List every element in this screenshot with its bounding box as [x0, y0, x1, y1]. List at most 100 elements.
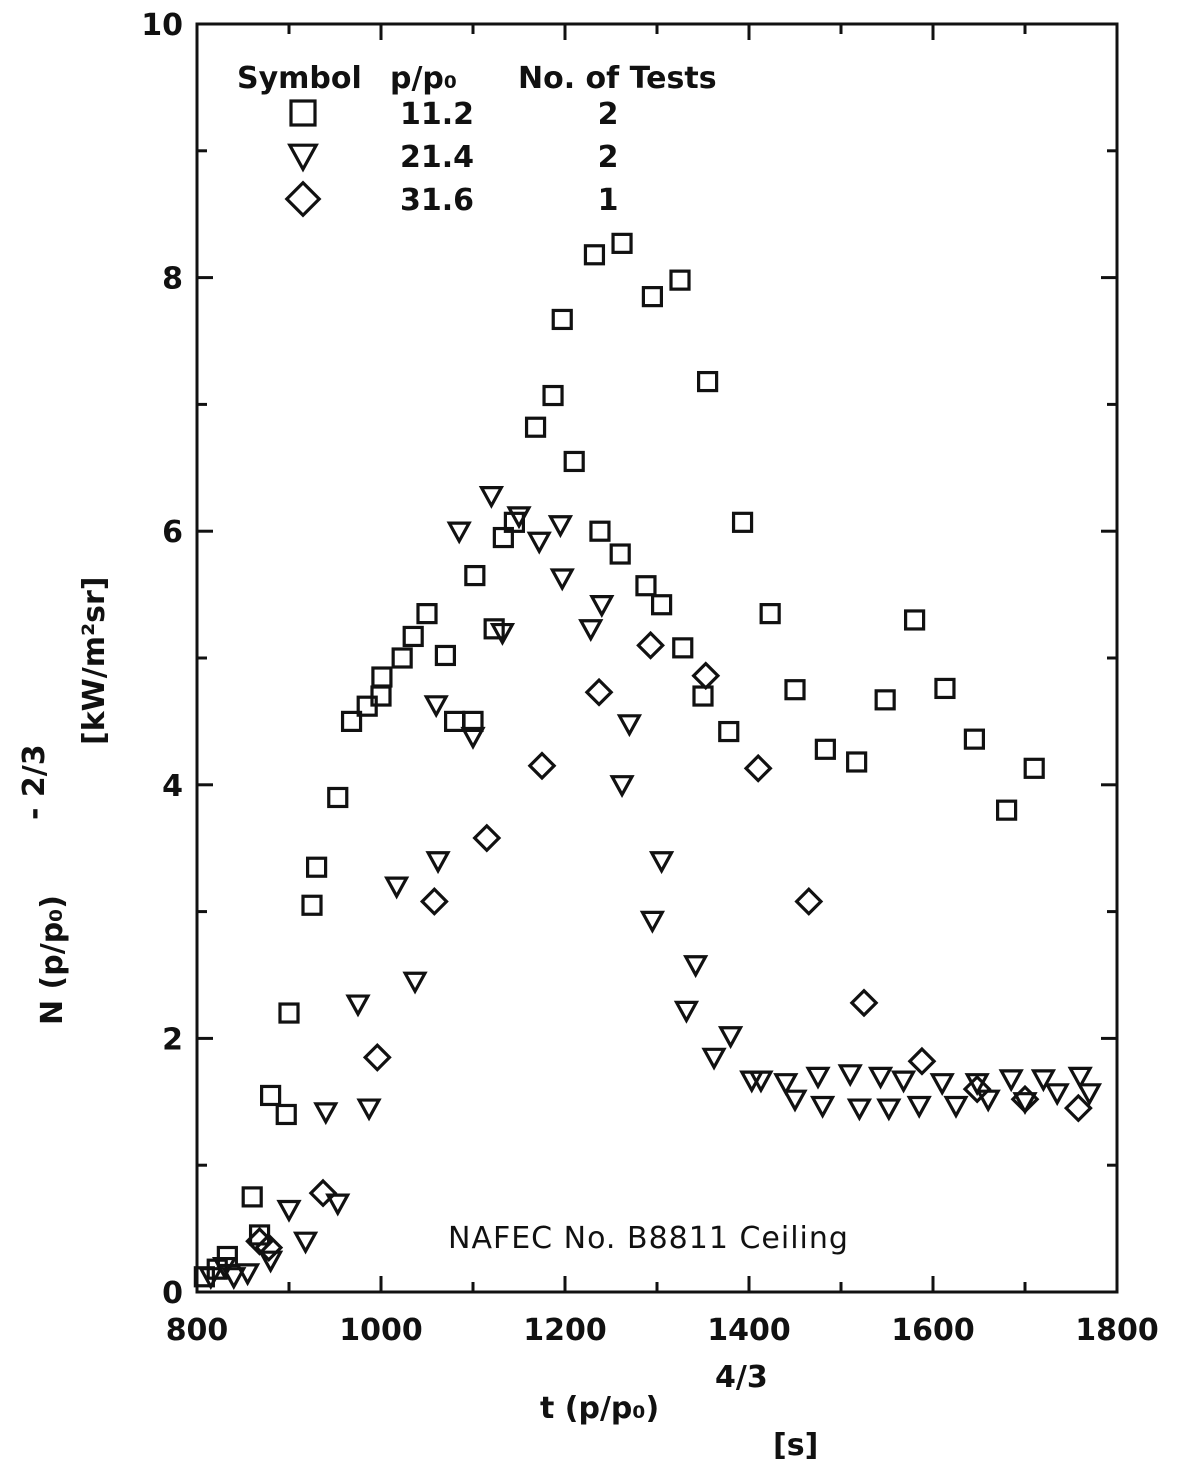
data-point-square — [718, 720, 740, 743]
data-point-square — [464, 564, 486, 587]
x-tick-label: 1400 — [707, 1313, 791, 1348]
data-point-triangle-down — [639, 910, 666, 934]
data-point-square — [846, 751, 868, 773]
data-point-triangle-down — [998, 1069, 1024, 1093]
data-point-triangle-down — [906, 1095, 932, 1119]
data-point-square — [641, 286, 664, 308]
x-tick-label: 800 — [166, 1313, 229, 1348]
data-point-triangle-down — [460, 726, 486, 750]
x-tick-label: 1000 — [339, 1313, 423, 1348]
data-point-triangle-down — [683, 955, 709, 979]
data-point-square — [492, 526, 514, 549]
data-point-triangle-down — [425, 851, 451, 875]
x-tick-label: 1200 — [523, 1313, 607, 1348]
data-point-triangle-down — [257, 1250, 284, 1274]
legend-marker-diamond — [284, 180, 322, 218]
data-point-diamond — [527, 751, 557, 781]
x-axis-label: t (p/p₀) — [540, 1391, 659, 1426]
data-point-diamond — [362, 1043, 392, 1072]
data-point-triangle-down — [773, 1073, 799, 1097]
data-point-triangle-down — [876, 1098, 902, 1122]
data-point-triangle-down — [1012, 1092, 1038, 1116]
data-point-square — [402, 625, 424, 648]
x-tick-label: 1600 — [891, 1313, 975, 1348]
data-point-diamond — [907, 1046, 937, 1076]
data-point-square — [589, 520, 611, 542]
data-point-triangle-down — [276, 1199, 302, 1223]
y-tick-label: 10 — [141, 8, 183, 43]
data-point-square — [416, 603, 438, 625]
data-point-square — [327, 786, 349, 809]
data-point-triangle-down — [890, 1070, 917, 1094]
data-point-square — [301, 894, 323, 916]
y-axis-label: N (p/p₀) — [35, 895, 70, 1025]
data-point-square — [462, 710, 484, 733]
data-point-diamond — [962, 1074, 992, 1104]
data-point-triangle-down — [325, 1193, 351, 1217]
y-axis-title: N (p/p₀) - 2/3 [kW/m²sr] — [17, 577, 112, 1025]
data-point-triangle-down — [782, 1089, 808, 1113]
data-point-triangle-down — [402, 971, 428, 995]
data-point-square — [340, 710, 363, 733]
data-point-triangle-down — [673, 1000, 700, 1024]
data-point-triangle-down — [384, 876, 410, 900]
data-point-triangle-down — [549, 568, 575, 592]
legend-tests: 1 — [598, 183, 619, 218]
data-point-triangle-down — [748, 1070, 774, 1094]
series-square — [193, 232, 1045, 1288]
series-triangle-down — [198, 485, 1103, 1291]
y-tick-label: 2 — [162, 1022, 183, 1057]
data-point-triangle-down — [867, 1066, 894, 1090]
y-tick-label: 0 — [162, 1276, 183, 1311]
data-point-square — [563, 450, 585, 473]
data-point-diamond — [419, 887, 449, 916]
data-point-triangle-down — [526, 531, 552, 555]
data-point-square — [934, 677, 956, 700]
data-point-triangle-down — [478, 485, 505, 509]
legend-header-ratio: p/p₀ — [390, 61, 457, 96]
data-point-diamond — [584, 677, 614, 707]
data-point-triangle-down — [1076, 1083, 1103, 1107]
data-point-triangle-down — [609, 775, 635, 799]
data-point-square — [434, 644, 456, 667]
data-point-square — [278, 1002, 300, 1024]
chart-annotation: NAFEC No. B8811 Ceiling — [448, 1221, 849, 1256]
data-point-square — [583, 244, 606, 266]
data-point-square — [260, 1084, 282, 1107]
data-point-triangle-down — [547, 515, 574, 539]
data-point-triangle-down — [234, 1263, 261, 1287]
x-tick-labels: 800 1000 1200 1400 1600 1800 — [166, 1313, 1159, 1348]
y-tick-label: 4 — [162, 769, 183, 804]
data-point-diamond — [1063, 1093, 1093, 1123]
data-point-square — [391, 647, 413, 669]
data-point-square — [609, 543, 631, 565]
plot-frame — [195, 22, 1119, 1294]
data-point-square — [635, 575, 657, 597]
y-tick-label: 8 — [162, 262, 183, 297]
y-tick-labels: 0 2 4 6 8 10 — [141, 8, 183, 1311]
data-point-diamond — [849, 988, 879, 1018]
data-point-square — [503, 511, 525, 533]
data-point-square — [995, 799, 1018, 821]
data-point-triangle-down — [929, 1073, 955, 1097]
data-point-diamond — [308, 1178, 338, 1208]
data-point-square — [216, 1245, 238, 1268]
legend-marker-triangle-down — [287, 143, 319, 173]
legend-header-tests: No. of Tests — [518, 61, 717, 96]
data-point-triangle-down — [809, 1095, 836, 1119]
legend-tests: 2 — [598, 140, 619, 175]
legend-ratio: 21.4 — [400, 140, 474, 175]
data-point-square — [874, 689, 896, 711]
data-point-triangle-down — [837, 1064, 863, 1088]
data-point-square — [241, 1186, 263, 1208]
data-point-square — [371, 666, 393, 688]
x-tick-label: 1800 — [1075, 1313, 1159, 1348]
legend-ratio: 31.6 — [400, 183, 474, 218]
data-point-square — [784, 679, 806, 701]
data-point-diamond — [472, 823, 502, 853]
data-point-triangle-down — [648, 851, 675, 875]
data-point-square — [963, 728, 986, 750]
data-point-triangle-down — [578, 619, 604, 643]
legend-rows: 11.2 2 21.4 2 31.6 1 — [284, 97, 619, 218]
